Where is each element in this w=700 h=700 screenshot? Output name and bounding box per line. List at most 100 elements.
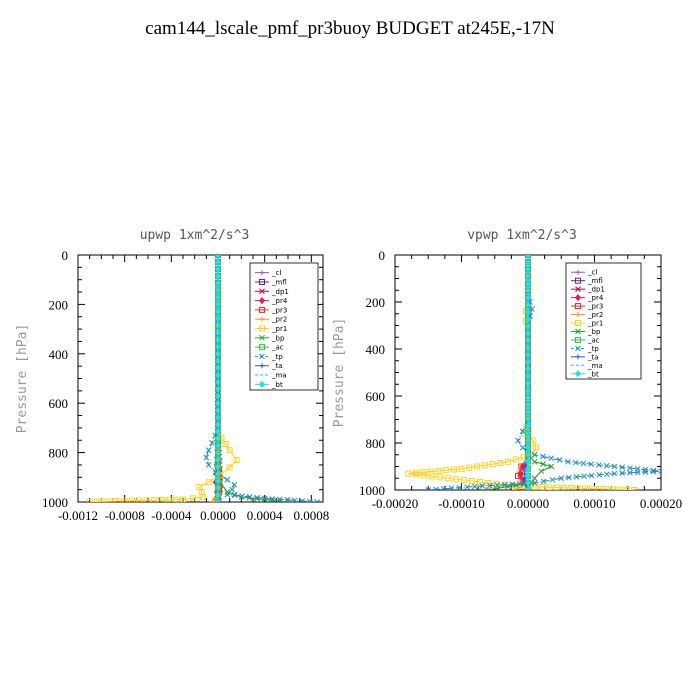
y-tick-label: 0	[379, 248, 386, 263]
legend-marker	[259, 288, 265, 295]
series-point-pr1	[189, 495, 196, 502]
x-tick-label: 0.00020	[640, 496, 682, 511]
series-point-tp	[596, 462, 602, 468]
series-point-tp	[205, 447, 212, 453]
series-point-pr1	[546, 484, 553, 490]
legend-marker	[575, 286, 581, 293]
x-tick-label: 0.00010	[573, 496, 615, 511]
series-point-pr1	[420, 469, 427, 476]
series-point-pr1	[405, 470, 412, 477]
series-point-bt	[524, 258, 532, 266]
series-point-pr1	[505, 458, 512, 465]
series-point-tp	[658, 468, 661, 475]
series-point-pr1	[429, 473, 436, 480]
y-tick-label: 600	[366, 389, 386, 404]
series-point-tp	[215, 255, 221, 258]
series-point-tp	[229, 486, 235, 493]
series-point-bp	[261, 496, 268, 502]
series-point-tp	[479, 483, 486, 489]
series-point-pr1	[226, 447, 233, 454]
series-point-pr3	[515, 472, 522, 479]
series-point-bt	[524, 315, 532, 323]
series-point-tp	[224, 476, 231, 483]
y-tick-label: 400	[49, 347, 69, 362]
series-point-bt	[214, 336, 222, 344]
y-tick-label: 600	[49, 396, 69, 411]
series-point-pr1	[489, 461, 496, 468]
series-point-tp	[433, 486, 439, 490]
series-point-bt	[524, 279, 532, 288]
legend-marker	[259, 325, 265, 332]
series-point-bt	[214, 427, 222, 436]
series-point-tp	[516, 480, 523, 487]
page-title: cam144_lscale_pmf_pr3buoy BUDGET at245E,…	[145, 18, 555, 39]
series-group	[405, 255, 661, 490]
series-point-bt	[524, 372, 532, 380]
series-point-bt	[214, 272, 222, 280]
series-point-dp1	[215, 499, 221, 502]
series-point-bp	[531, 458, 538, 465]
series-point-bt	[214, 300, 222, 309]
legend-label: _bt	[587, 370, 599, 378]
series-point-tp	[464, 484, 470, 490]
legend-marker	[575, 312, 581, 318]
series-point-bt	[524, 472, 532, 480]
series-point-bt	[524, 443, 532, 451]
series-point-bt	[214, 364, 222, 372]
series-point-bt	[214, 314, 222, 323]
legend-marker	[259, 316, 265, 322]
series-point-bp	[531, 475, 538, 482]
series-point-tp	[556, 457, 563, 463]
x-tick-label: -0.0008	[105, 508, 145, 523]
legend-label: _pr2	[271, 316, 287, 324]
x-tick-label: -0.0004	[151, 508, 192, 523]
series-point-pr1	[481, 462, 488, 469]
series-point-bt	[214, 329, 222, 337]
series-point-pr1	[222, 440, 229, 447]
panel-title: upwp 1xm^2/s^3	[140, 228, 250, 243]
legend-marker	[259, 363, 265, 369]
x-tick-label: 0.0000	[200, 508, 236, 523]
series-point-pr1	[199, 494, 206, 501]
series-point-pr1	[121, 497, 128, 502]
series-point-tp	[509, 481, 516, 488]
series-point-pr1	[539, 484, 546, 490]
legend-label: _pr4	[587, 294, 604, 302]
series-point-bt	[214, 420, 222, 428]
y-tick-label: 1000	[359, 483, 385, 498]
series-point-tp	[650, 468, 657, 475]
series-point-bp	[485, 487, 491, 490]
legend-label: _mfl	[587, 277, 603, 285]
series-point-bt	[524, 465, 532, 473]
series-point-pr1	[165, 496, 172, 502]
legend-marker	[575, 345, 581, 352]
legend-label: _cl	[587, 269, 597, 277]
legend-label: _pr2	[587, 311, 603, 319]
series-point-bp	[254, 495, 260, 502]
series-point-tp	[440, 485, 447, 490]
series-point-pr1	[567, 485, 574, 490]
legend-label: _ma	[587, 362, 603, 370]
y-tick-label: 800	[49, 446, 69, 461]
series-point-tp	[603, 462, 610, 469]
series-point-pr1	[553, 484, 560, 490]
series-point-tp	[529, 306, 535, 312]
series-point-pr1	[226, 464, 233, 471]
series-point-tp	[627, 465, 633, 471]
legend-marker	[259, 344, 265, 351]
series-point-pr1	[596, 485, 603, 490]
series-point-pr1	[114, 498, 121, 502]
series-point-bt	[214, 448, 222, 457]
series-point-pr1	[453, 476, 460, 483]
series-point-bt	[214, 484, 222, 492]
series-point-tp	[425, 487, 432, 490]
legend-label: _ac	[587, 336, 600, 344]
series-point-bt	[524, 351, 532, 359]
series-point-bt	[524, 422, 532, 430]
legend-label: _ta	[587, 353, 599, 361]
series-point-pr1	[93, 498, 100, 502]
legend-label: _pr1	[587, 320, 603, 328]
series-point-bt	[214, 279, 222, 287]
series-point-bt	[214, 371, 222, 379]
legend-marker	[574, 370, 582, 378]
